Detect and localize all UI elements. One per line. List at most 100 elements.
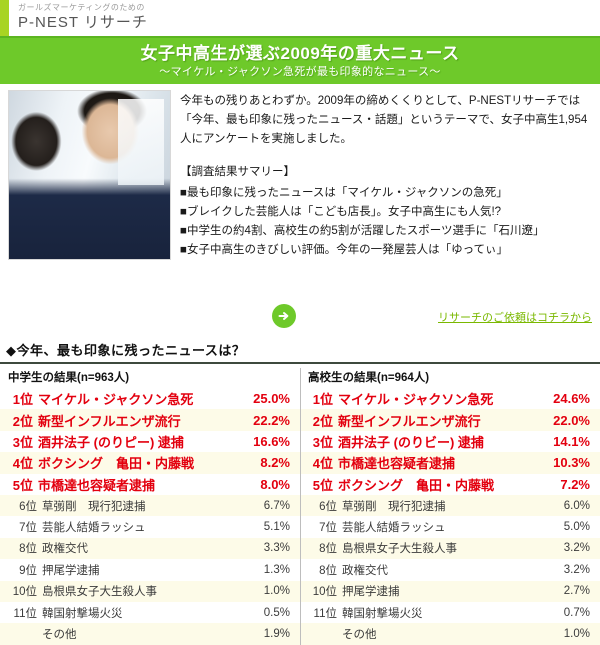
rank-cell: 10位 (312, 586, 337, 599)
column-header: 中学生の結果(n=963人) (8, 372, 130, 384)
table-row: 6位 草彅剛 現行犯逮捕 6.7% (0, 494, 300, 517)
brand-kicker: ガールズマーケティングのための (18, 3, 145, 12)
percentage-cell: 6.0% (563, 499, 590, 512)
news-label-cell: ボクシング 亀田・内藤戦 (38, 456, 195, 472)
results-column-senior: 高校生の結果(n=964人) 1位 マイケル・ジャクソン急死 24.6% 2位 新型イン… (300, 368, 600, 645)
table-row: 8位 政権交代 3.2% (300, 559, 600, 580)
news-label-cell: 草彅剛 現行犯逮捕 (42, 500, 146, 513)
table-row: 10位 島根県女子大生殺人事 1.0% (0, 580, 300, 602)
rank-cell: 2位 (12, 413, 33, 429)
percentage-cell: 2.7% (563, 585, 590, 598)
percentage-cell: 3.2% (563, 563, 590, 576)
section-heading: ◆今年、最も印象に残ったニュースは？ (6, 343, 246, 358)
table-row: 4位 ボクシング 亀田・内藤戦 8.2% (0, 452, 300, 474)
news-label-cell: 島根県女子大生殺人事 (342, 543, 457, 556)
news-label-cell: 韓国射撃場火災 (42, 607, 123, 620)
percentage-cell: 14.1% (553, 433, 590, 449)
table-row: 3位 酒井法子 (のりピー) 逮捕 16.6% (0, 431, 300, 452)
table-row: 1位 マイケル・ジャクソン急死 25.0% (0, 388, 300, 409)
table-row: 7位 芸能人結婚ラッシュ 5.1% (0, 516, 300, 537)
intro-section: 今年もの残りあとわずか。2009年の締めくくりとして、P-NESTリサーチでは「… (0, 84, 600, 302)
rank-cell: 7位 (19, 522, 37, 535)
cta-row: リサーチのご依頼はコチラから (0, 302, 600, 340)
summary-item: ■最も印象に残ったニュースは「マイケル・ジャクソンの急死」 (180, 187, 508, 199)
news-label-cell: マイケル・ジャクソン急死 (338, 392, 494, 408)
news-label-cell: 芸能人結婚ラッシュ (342, 522, 446, 535)
percentage-cell: 22.2% (253, 412, 290, 428)
table-row: 7位 芸能人結婚ラッシュ 5.0% (300, 516, 600, 537)
section-divider (0, 362, 600, 364)
rank-cell: 3位 (312, 434, 333, 450)
percentage-cell: 25.0% (253, 391, 290, 407)
brand-logo[interactable]: ガールズマーケティングのための P-NEST リサーチ (18, 2, 148, 32)
news-label-cell: 市橋達也容疑者逮捕 (38, 477, 156, 493)
percentage-cell: 7.2% (560, 476, 590, 492)
table-row: 8位 政権交代 3.3% (0, 537, 300, 560)
table-row: その他 1.9% (0, 623, 300, 645)
news-label-cell: 新型インフルエンザ流行 (338, 413, 481, 429)
rank-cell: 9位 (19, 564, 37, 577)
news-label-cell: 政権交代 (342, 564, 388, 577)
table-row: 11位 韓国射撃場火災 0.5% (0, 602, 300, 623)
column-header: 高校生の結果(n=964人) (308, 372, 430, 384)
percentage-cell: 8.0% (260, 476, 290, 492)
news-label-cell: 押尾学逮捕 (342, 586, 400, 599)
rank-cell: 8位 (319, 543, 337, 556)
brand-accent-bar (0, 0, 9, 36)
table-row: 5位 市橋達也容疑者逮捕 8.0% (0, 474, 300, 495)
rank-cell: 1位 (312, 392, 333, 408)
news-label-cell: 市橋達也容疑者逮捕 (338, 456, 456, 472)
news-label-cell: ボクシング 亀田・内藤戦 (338, 477, 495, 493)
rank-cell: 1位 (12, 392, 33, 408)
news-label-cell: 政権交代 (42, 543, 88, 556)
news-label-cell: 韓国射撃場火災 (342, 607, 423, 620)
research-request-link[interactable]: リサーチのご依頼はコチラから (438, 312, 592, 324)
percentage-cell: 1.9% (263, 627, 290, 640)
results-column-junior: 中学生の結果(n=963人) 1位 マイケル・ジャクソン急死 25.0% 2位 新型イン… (0, 368, 300, 645)
ranking-list: 1位 マイケル・ジャクソン急死 24.6% 2位 新型インフルエンザ流行 22.0% 3位酒… (300, 388, 600, 645)
table-row: 1位 マイケル・ジャクソン急死 24.6% (300, 388, 600, 409)
percentage-cell: 5.0% (563, 521, 590, 534)
rank-cell: 5位 (312, 477, 333, 493)
news-label-cell: その他 (342, 628, 377, 641)
news-label-cell: 酒井法子 (のりピー) 逮捕 (38, 434, 184, 450)
table-row: 5位 ボクシング 亀田・内藤戦 7.2% (300, 474, 600, 495)
percentage-cell: 16.6% (253, 433, 290, 449)
rank-cell: 7位 (319, 522, 337, 535)
percentage-cell: 3.3% (263, 542, 290, 555)
percentage-cell: 0.7% (563, 606, 590, 619)
rank-cell: 2位 (312, 413, 333, 429)
table-row: 2位 新型インフルエンザ流行 22.0% (300, 409, 600, 431)
rank-cell: 11位 (13, 607, 37, 620)
masthead: ガールズマーケティングのための P-NEST リサーチ (0, 0, 600, 36)
rank-cell: 10位 (12, 586, 37, 599)
percentage-cell: 0.5% (263, 606, 290, 619)
rank-cell: 8位 (19, 543, 37, 556)
table-row: 10位 押尾学逮捕 2.7% (300, 580, 600, 602)
table-row: 4位 市橋達也容疑者逮捕 10.3% (300, 452, 600, 474)
table-row: 2位 新型インフルエンザ流行 22.2% (0, 409, 300, 431)
percentage-cell: 3.2% (563, 542, 590, 555)
window-glare (118, 99, 164, 185)
table-row: その他 1.0% (300, 623, 600, 645)
percentage-cell: 5.1% (263, 521, 290, 534)
summary-item: ■ブレイクした芸能人は「こども店長」。女子中高生にも人気!? (180, 206, 502, 218)
table-row: 6位 草彅剛 現行犯逮捕 6.0% (300, 494, 600, 517)
news-label-cell: 島根県女子大生殺人事 (42, 586, 157, 599)
rank-cell: 11位 (313, 607, 337, 620)
summary-title: 【調査結果サマリー】 (180, 166, 295, 178)
intro-text: 今年もの残りあとわずか。2009年の締めくくりとして、P-NESTリサーチでは「… (180, 92, 600, 260)
table-row: 9位 押尾学逮捕 1.3% (0, 559, 300, 580)
banner-title: 女子中高生が選ぶ2009年の重大ニュース (140, 43, 460, 63)
summary-item: ■中学生の約4割、高校生の約5割が活躍したスポーツ選手に「石川遼」 (180, 225, 545, 237)
percentage-cell: 6.7% (263, 499, 290, 512)
rank-cell: 4位 (312, 456, 333, 472)
percentage-cell: 8.2% (260, 455, 290, 471)
rank-cell: 4位 (12, 456, 33, 472)
news-label-cell: その他 (42, 628, 77, 641)
arrow-right-circle-icon[interactable] (272, 304, 296, 328)
brand-name: P-NEST リサーチ (18, 14, 148, 31)
banner-subtitle: 〜マイケル・ジャクソン急死が最も印象的なニュース〜 (159, 65, 441, 78)
title-banner: 女子中高生が選ぶ2009年の重大ニュース 〜マイケル・ジャクソン急死が最も印象的… (0, 36, 600, 84)
rank-cell: 6位 (319, 500, 337, 513)
